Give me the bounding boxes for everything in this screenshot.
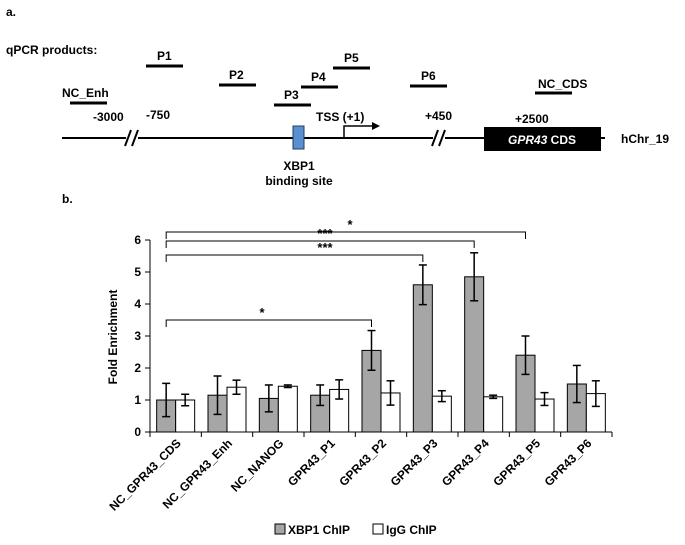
bar-xbp1-gpr43-p3 (412, 284, 433, 433)
bar-igg-gpr43-p4 (483, 396, 504, 433)
x-category-label: GPR43_P1 (285, 436, 338, 489)
x-category-label: GPR43_P6 (542, 436, 595, 489)
y-tick-label: 4 (134, 297, 141, 311)
binding-site-label-1: XBP1 (283, 159, 315, 173)
x-category-label: GPR43_P3 (388, 436, 441, 489)
y-tick-label: 1 (134, 393, 141, 407)
panel-a-label: a. (6, 5, 16, 19)
qpcr-products-header: qPCR products: (6, 43, 97, 57)
primer-label-nc-enh: NC_Enh (62, 86, 109, 100)
axis-break-mark (131, 129, 139, 147)
legend-label-igg: IgG ChIP (386, 523, 437, 537)
bar-igg-nc-nanog (277, 385, 298, 433)
x-category-label: GPR43_P2 (336, 436, 389, 489)
y-tick-label: 2 (134, 361, 141, 375)
y-tick-label: 6 (134, 233, 141, 247)
y-tick-label: 0 (134, 425, 141, 439)
primer-label-p2: P2 (229, 68, 244, 82)
primer-label-p4: P4 (311, 70, 326, 84)
y-tick-label: 3 (134, 329, 141, 343)
axis-break-mark (431, 129, 439, 147)
primer-label-nc-cds: NC_CDS (538, 77, 587, 91)
legend-swatch-xbp1 (274, 523, 286, 535)
axis-break-mark (438, 129, 446, 147)
cds-suffix: CDS (547, 133, 576, 147)
significance-bracket (165, 319, 372, 327)
significance-label: * (347, 217, 353, 232)
primer-label-p6: P6 (421, 69, 436, 83)
primer-label-p1: P1 (157, 49, 172, 63)
position-plus-450: +450 (425, 109, 452, 123)
chromosome-label: hChr_19 (621, 132, 669, 146)
binding-site-label-2: binding site (265, 174, 333, 188)
primer-label-p3: P3 (284, 88, 299, 102)
tss-arrow (343, 125, 372, 138)
significance-label: *** (317, 226, 333, 241)
position-minus-750: -750 (146, 108, 170, 122)
position-minus-3000: -3000 (93, 110, 124, 124)
legend-label-xbp1: XBP1 ChIP (288, 523, 350, 537)
gpr43-cds-box (484, 127, 601, 151)
xbp1-binding-site-box (292, 125, 305, 150)
position-plus-2500: +2500 (515, 112, 549, 126)
significance-label: * (259, 305, 265, 320)
y-tick-label: 5 (134, 265, 141, 279)
legend: XBP1 ChIP IgG ChIP (274, 523, 437, 537)
legend-swatch-igg (372, 523, 384, 535)
primer-label-p5: P5 (344, 51, 359, 65)
x-category-label: GPR43_P4 (439, 436, 492, 489)
significance-bracket (165, 240, 475, 248)
x-category-label: GPR43_P5 (490, 436, 543, 489)
tss-arrowhead (372, 122, 380, 130)
significance-label: *** (317, 240, 333, 255)
gpr43-cds-label: GPR43 CDS (508, 133, 576, 147)
x-category-label: NC_NANOG (228, 436, 286, 494)
gpr43-gene-name: GPR43 (508, 133, 548, 147)
significance-bracket (165, 254, 424, 262)
panel-a: a. qPCR products: P1 P2 P3 P4 P5 P6 NC_E… (6, 5, 669, 188)
panel-b: b. Fold Enrichment 0123456NC_GPR43_CDSNC… (62, 192, 613, 537)
y-axis-label: Fold Enrichment (106, 290, 120, 385)
axis-break-mark (124, 129, 132, 147)
significance-bracket (165, 231, 526, 239)
bar-chart: 0123456NC_GPR43_CDSNC_GPR43_EnhNC_NANOGG… (106, 217, 613, 514)
panel-b-label: b. (62, 192, 73, 206)
tss-label: TSS (+1) (316, 110, 364, 124)
